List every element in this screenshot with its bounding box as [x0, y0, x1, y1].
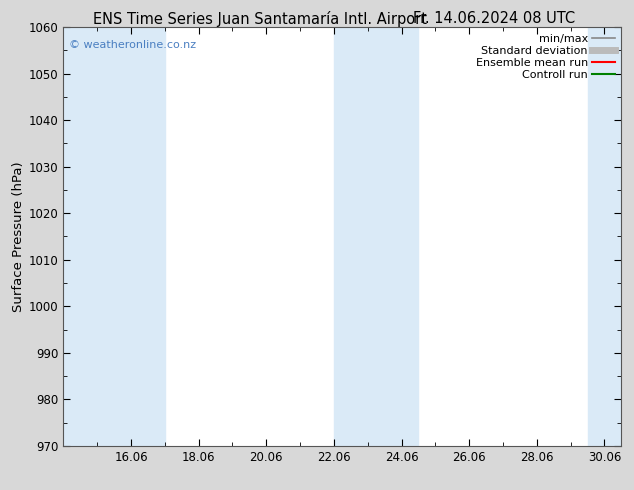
Bar	[334, 27, 418, 446]
Bar	[588, 27, 621, 446]
Y-axis label: Surface Pressure (hPa): Surface Pressure (hPa)	[11, 161, 25, 312]
Text: Fr. 14.06.2024 08 UTC: Fr. 14.06.2024 08 UTC	[413, 11, 576, 26]
Legend: min/max, Standard deviation, Ensemble mean run, Controll run: min/max, Standard deviation, Ensemble me…	[471, 29, 619, 85]
Text: © weatheronline.co.nz: © weatheronline.co.nz	[69, 40, 196, 49]
Text: ENS Time Series Juan Santamaría Intl. Airport: ENS Time Series Juan Santamaría Intl. Ai…	[93, 11, 427, 27]
Bar	[63, 27, 165, 446]
